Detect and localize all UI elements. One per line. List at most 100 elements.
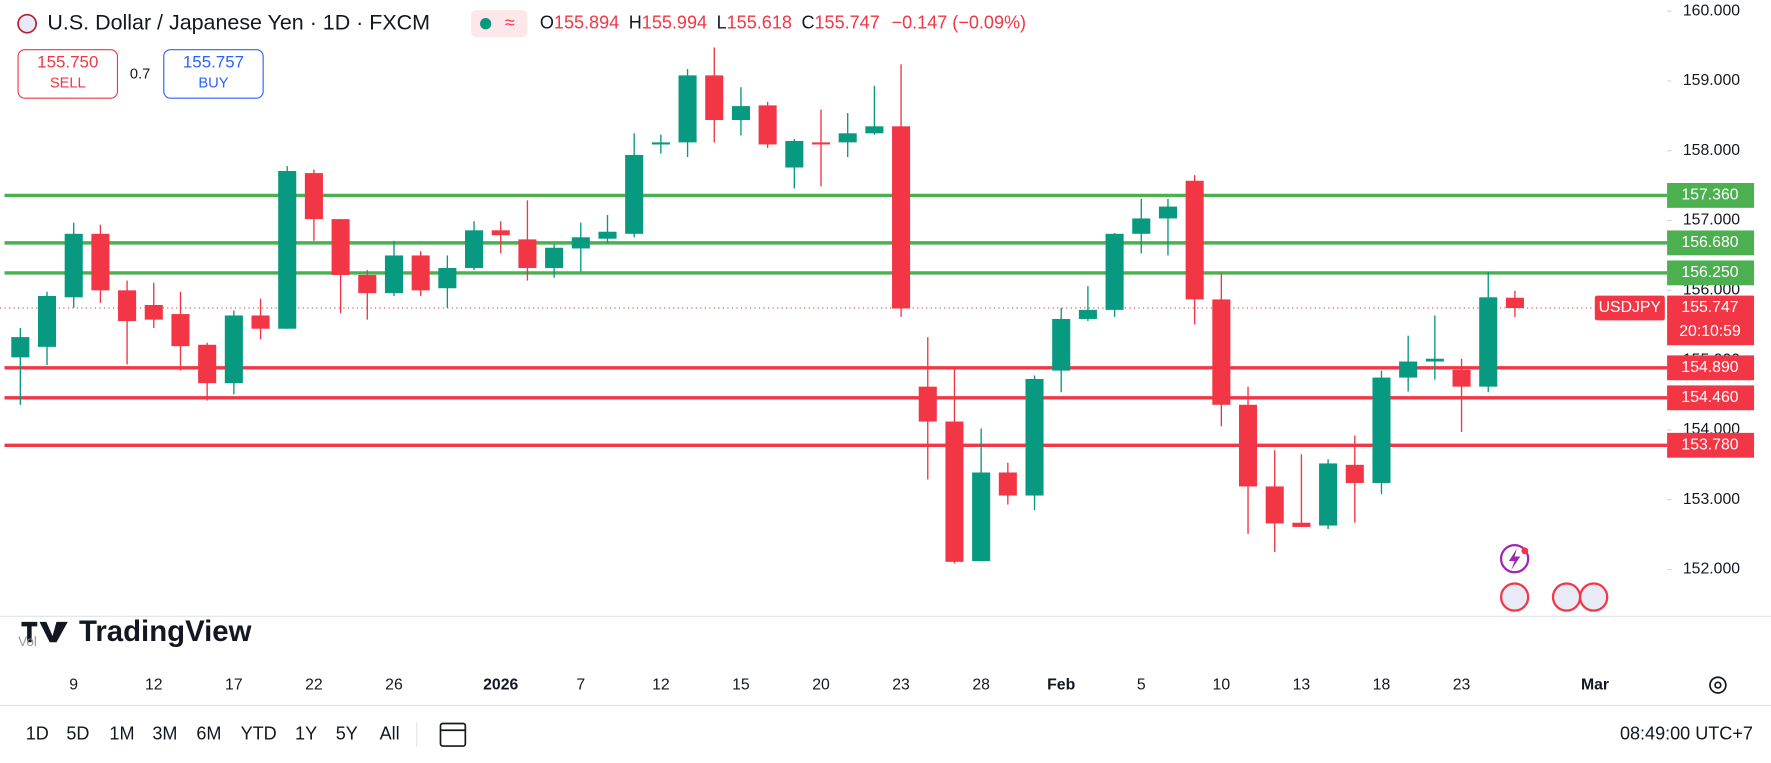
us-event-flag[interactable] — [1551, 582, 1582, 612]
candle-body — [438, 268, 457, 289]
level-label-box — [1667, 432, 1755, 458]
x-tick-label: 20 — [812, 676, 830, 693]
level-label-box — [1667, 355, 1755, 381]
candle-body — [37, 295, 57, 347]
current-price-box — [1667, 295, 1755, 346]
candle-body — [1052, 318, 1071, 371]
x-tick-label: 2026 — [483, 676, 518, 693]
date-range-icon[interactable] — [439, 722, 467, 747]
range-button[interactable]: 1D — [26, 724, 49, 744]
candle-body — [1185, 180, 1204, 300]
candle-body — [144, 304, 163, 320]
settings-icon[interactable] — [1709, 676, 1727, 694]
sell-button[interactable] — [17, 49, 119, 99]
us-event-flag[interactable] — [1578, 582, 1609, 612]
candle-body — [731, 106, 750, 121]
candle-body — [278, 170, 297, 329]
candle-body — [651, 142, 670, 145]
x-tick-label: 22 — [305, 676, 323, 693]
x-tick-label: 5 — [1137, 676, 1146, 693]
x-tick-label: 23 — [1453, 676, 1471, 693]
market-open-dot — [480, 18, 492, 30]
candle-body — [251, 315, 270, 329]
price-axis: 160.000159.000158.000157.000156.000155.0… — [1594, 2, 1755, 578]
x-tick-label: 28 — [972, 676, 990, 693]
candle-body — [518, 239, 537, 269]
candle-body — [118, 290, 137, 322]
y-tick-label: 160.000 — [1683, 2, 1740, 19]
candle-body — [758, 105, 777, 145]
status-box — [470, 10, 528, 38]
range-button[interactable]: 1Y — [295, 724, 317, 744]
candle-body — [945, 421, 964, 562]
volume-label: Vol — [18, 634, 37, 649]
countdown-label: 20:10:59 — [1679, 323, 1741, 340]
range-button[interactable]: 3M — [152, 724, 177, 744]
y-tick-label: 159.000 — [1683, 72, 1740, 89]
lightning-icon — [1508, 548, 1521, 570]
x-tick-label: 26 — [385, 676, 403, 693]
event-dot — [1521, 547, 1529, 555]
level-label: 154.890 — [1681, 359, 1738, 376]
candle-body — [1345, 464, 1364, 483]
y-tick-label: 152.000 — [1683, 561, 1740, 578]
logo-text: TradingView — [79, 615, 252, 648]
range-button[interactable]: 6M — [196, 724, 221, 744]
candle-body — [1158, 206, 1178, 219]
range-button[interactable]: YTD — [241, 724, 277, 744]
us-event-flag[interactable] — [1499, 582, 1530, 612]
range-button[interactable]: All — [380, 724, 400, 744]
level-label: 156.680 — [1681, 234, 1738, 251]
buy-button[interactable] — [163, 49, 264, 99]
x-tick-label: 17 — [225, 676, 243, 693]
candle-body — [705, 75, 724, 121]
candle-body — [918, 386, 937, 422]
x-tick-label: 12 — [652, 676, 670, 693]
candle-body — [972, 472, 991, 562]
sell-label: SELL — [50, 75, 86, 91]
candle-body — [811, 142, 831, 145]
range-button[interactable]: 1M — [109, 724, 134, 744]
ohlc-key: H — [629, 12, 642, 32]
candle-body — [465, 230, 484, 269]
x-tick-label: 9 — [69, 676, 78, 693]
range-button[interactable]: 5Y — [336, 724, 358, 744]
candle-body — [678, 75, 697, 143]
x-tick-label: Feb — [1047, 676, 1075, 693]
y-tick-label: 158.000 — [1683, 142, 1740, 159]
candle-body — [171, 314, 190, 347]
level-label-box — [1667, 260, 1755, 286]
candle-body — [1425, 358, 1444, 362]
candle-body — [491, 230, 510, 236]
candle-body — [1212, 299, 1231, 405]
candle-body — [598, 231, 617, 239]
candle-body — [1265, 486, 1284, 524]
ohlc-value: 155.747 — [815, 12, 880, 32]
candle-body — [91, 233, 110, 291]
settings-icon-core — [1714, 681, 1722, 689]
level-label: 156.250 — [1681, 264, 1738, 281]
symbol-label: USDJPY — [1599, 299, 1662, 316]
ohlc-key: O — [540, 12, 554, 32]
candle-body — [838, 133, 857, 143]
x-tick-label: 12 — [145, 676, 163, 693]
symbol-box — [1594, 295, 1665, 321]
candle-body — [358, 274, 377, 294]
range-button[interactable]: 5D — [66, 724, 89, 744]
candle-body — [224, 315, 243, 384]
y-tick-label: 157.000 — [1683, 212, 1740, 229]
ohlc-value: 155.618 — [727, 12, 792, 32]
candle-body — [625, 154, 644, 234]
x-tick-label: 7 — [576, 676, 585, 693]
ohlc-value: 155.994 — [642, 12, 707, 32]
level-label: 154.460 — [1681, 389, 1738, 406]
sell-price: 155.750 — [37, 53, 98, 72]
y-tick-label: 153.000 — [1683, 491, 1740, 508]
ohlc-values: O155.894 H155.994 L155.618 C155.747 −0.1… — [540, 12, 1026, 32]
level-label: 153.780 — [1681, 436, 1738, 453]
level-label: 157.360 — [1681, 187, 1738, 204]
ohlc-key: L — [717, 12, 727, 32]
level-label-box — [1667, 183, 1755, 208]
clock: 08:49:00 UTC+7 — [1620, 724, 1753, 744]
candle-body — [865, 126, 884, 134]
